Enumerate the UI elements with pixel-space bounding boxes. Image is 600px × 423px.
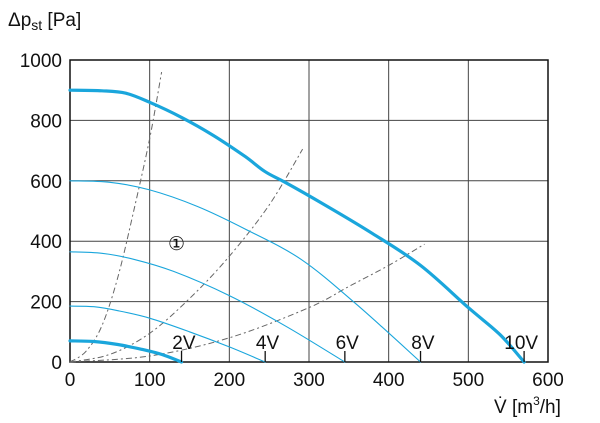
x-tick-label: 0 [65,370,76,391]
y-axis-unit: [Pa] [42,10,81,31]
y-axis-subscript: st [31,17,42,33]
system-curve [69,148,304,363]
x-axis-superscript: 3 [533,394,540,408]
fan-curve-2v [68,339,184,364]
y-axis-label: Δpst [Pa] [8,10,81,33]
tick-labels: 0 100 200 300 400 500 600 0 200 400 600 800 1000 [20,51,564,391]
x-axis-symbol: V̇ [494,397,507,418]
grid [69,59,549,363]
y-axis-symbol: Δp [8,10,31,31]
x-tick-label: 200 [213,370,245,391]
system-curve [69,243,425,363]
x-axis-label: V̇ [m3/h] [494,394,561,418]
y-tick-label: 200 [30,293,62,314]
fan-curve-10v [68,88,526,364]
system-curves [69,72,425,363]
y-tick-label: 400 [30,232,62,253]
x-axis-unit: [m [507,397,533,418]
x-tick-label: 500 [452,370,484,391]
curve-annotation: ① [168,234,185,255]
fan-curve-6v [69,251,346,363]
plot-frame [69,59,549,363]
fan-curves [68,88,526,364]
curve-label-8v: 8V [411,333,435,354]
y-tick-label: 800 [30,111,62,132]
curve-markers: 2V 4V 6V 8V 10V [172,333,538,362]
x-axis-unit-tail: /h] [540,397,561,418]
x-tick-label: 300 [293,370,325,391]
system-curve [69,72,163,363]
y-tick-label: 1000 [20,51,62,72]
curve-label-10v: 10V [504,333,538,354]
x-tick-label: 100 [134,370,166,391]
fan-curve-8v [69,180,422,363]
y-tick-label: 600 [30,172,62,193]
curve-label-6v: 6V [336,333,360,354]
curve-label-4v: 4V [256,333,280,354]
curve-label-2v: 2V [172,333,196,354]
fan-curve-4v [69,305,266,363]
x-tick-label: 400 [373,370,405,391]
y-tick-label: 0 [51,353,62,374]
x-tick-label: 600 [532,370,564,391]
